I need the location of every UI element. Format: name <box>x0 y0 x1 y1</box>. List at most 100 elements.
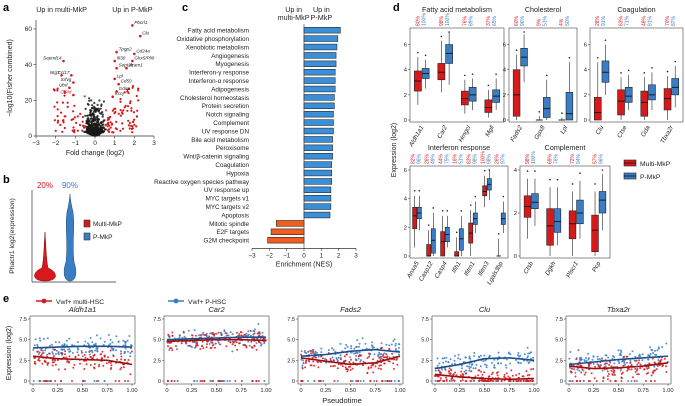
pseudotime-point-multi <box>362 360 365 363</box>
pseudotime-point-p <box>331 347 333 350</box>
pseudotime-point-multi <box>79 362 82 365</box>
pseudotime-point-multi <box>352 361 355 364</box>
box-body <box>437 63 446 81</box>
pseudotime-point-multi <box>53 355 55 357</box>
box-y-tick-label: 2 <box>503 93 506 99</box>
pseudotime-point-p <box>127 350 129 353</box>
pseudotime-point-multi <box>366 357 369 359</box>
pseudotime-point-p <box>649 352 652 355</box>
box-outlier <box>483 169 486 172</box>
box-body <box>484 99 493 113</box>
violin-multi-mkp <box>34 231 56 282</box>
pseudotime-point-multi <box>378 364 381 367</box>
volcano-point <box>81 120 84 123</box>
volcano-x-tick-label: 0 <box>93 140 97 147</box>
pseudotime-point-multi <box>581 368 584 371</box>
volcano-gene-label: Glrx5/Pli9 <box>134 56 154 61</box>
box-pct-multi: 48% <box>642 15 648 26</box>
pseudotime-point-p <box>350 351 352 354</box>
box-pct-p: 65% <box>492 15 498 26</box>
box-pct-p: 98% <box>487 153 493 164</box>
pseudotime-gene-title: Fads2 <box>340 305 362 314</box>
pseudotime-point-multi <box>638 359 641 362</box>
pseudotime-point-p <box>33 344 36 347</box>
pseudotime-point-p <box>120 350 122 353</box>
volcano-point <box>104 123 108 126</box>
volcano-point <box>115 50 118 54</box>
pseudotime-point-multi <box>622 364 625 367</box>
pseudotime-point-multi <box>644 380 647 382</box>
gsea-header-left: Up in <box>285 5 302 14</box>
pseudotime-point-multi <box>454 371 457 374</box>
box-gene-label: Gpx8 <box>533 124 547 141</box>
pseudotime-point-multi <box>343 355 346 358</box>
volcano-gene-label: Ubd <box>59 82 68 87</box>
volcano-point <box>127 119 130 122</box>
box-outlier <box>534 170 536 172</box>
box-body <box>426 244 432 257</box>
pseudotime-point-p <box>208 342 211 345</box>
volcano-gene-label: Sept2b <box>119 63 134 68</box>
gsea-category-label: Adipogenesis <box>211 86 249 93</box>
box-gene-label: Ifitm1 <box>463 261 477 278</box>
volcano-point <box>99 121 102 124</box>
pseudotime-point-p <box>631 350 634 353</box>
pseudotime-point-multi <box>214 346 216 349</box>
pseudotime-point-p <box>517 362 520 364</box>
pseudotime-point-p <box>583 359 586 361</box>
pseudotime-point-multi <box>171 334 174 337</box>
pseudotime-point-multi <box>210 346 213 349</box>
pseudotime-y-tick-label: 0 <box>24 379 27 385</box>
pseudotime-point-multi <box>438 380 440 382</box>
pseudotime-point-multi <box>336 367 339 370</box>
volcano-point <box>136 109 139 112</box>
pseudotime-point-multi <box>83 368 86 370</box>
pseudotime-point-p <box>219 331 222 334</box>
volcano-point <box>94 125 97 128</box>
pseudotime-point-p <box>122 339 125 342</box>
pseudotime-point-p <box>445 360 447 363</box>
gsea-x-tick-label: −3 <box>248 252 256 259</box>
pseudotime-point-multi <box>253 332 256 335</box>
pseudotime-point-multi <box>235 341 238 344</box>
pseudotime-point-p <box>112 349 115 352</box>
pseudotime-point-p <box>493 366 496 369</box>
box-outlier <box>523 31 525 33</box>
box-y-tick-label: 2 <box>584 93 587 99</box>
box-pct-multi: 70% <box>665 15 671 26</box>
pseudotime-point-multi <box>225 332 228 335</box>
volcano-point <box>135 115 138 118</box>
box-gene-label: Tbxa2r <box>659 124 675 145</box>
pseudotime-point-multi <box>256 332 259 335</box>
box-y-tick-label: 4 <box>404 197 408 203</box>
pseudotime-point-multi <box>395 358 398 361</box>
pseudotime-point-multi <box>372 363 375 366</box>
pseudotime-point-multi <box>301 367 304 370</box>
pseudotime-x-tick-label: 0.75 <box>504 388 515 394</box>
pseudotime-point-p <box>187 329 190 332</box>
pseudotime-point-multi <box>118 380 121 382</box>
gsea-bar <box>303 69 336 76</box>
box-outlier <box>474 195 477 198</box>
pseudotime-point-multi <box>612 370 615 373</box>
volcano-point <box>63 94 66 97</box>
box-outlier <box>413 189 416 192</box>
box-outlier <box>515 49 518 52</box>
box-outlier <box>594 183 596 185</box>
pseudotime-point-multi <box>470 370 473 373</box>
gsea-bar <box>270 228 305 235</box>
pseudotime-point-p <box>255 342 258 345</box>
violin-percent-p: 90% <box>62 181 78 190</box>
pseudotime-point-multi <box>347 365 350 368</box>
box-y-tick-label: 4 <box>514 168 518 174</box>
pseudotime-point-multi <box>255 348 258 351</box>
pseudotime-point-p <box>619 369 622 372</box>
box-pct-p: 96% <box>598 153 604 164</box>
pseudotime-point-multi <box>388 348 391 350</box>
box-pct-multi: 100% <box>481 151 487 164</box>
pseudotime-point-p <box>354 352 357 355</box>
pseudotime-point-p <box>434 380 437 382</box>
pseudotime-point-p <box>332 348 335 351</box>
pseudotime-point-multi <box>217 380 220 382</box>
pseudotime-point-multi <box>213 333 216 336</box>
